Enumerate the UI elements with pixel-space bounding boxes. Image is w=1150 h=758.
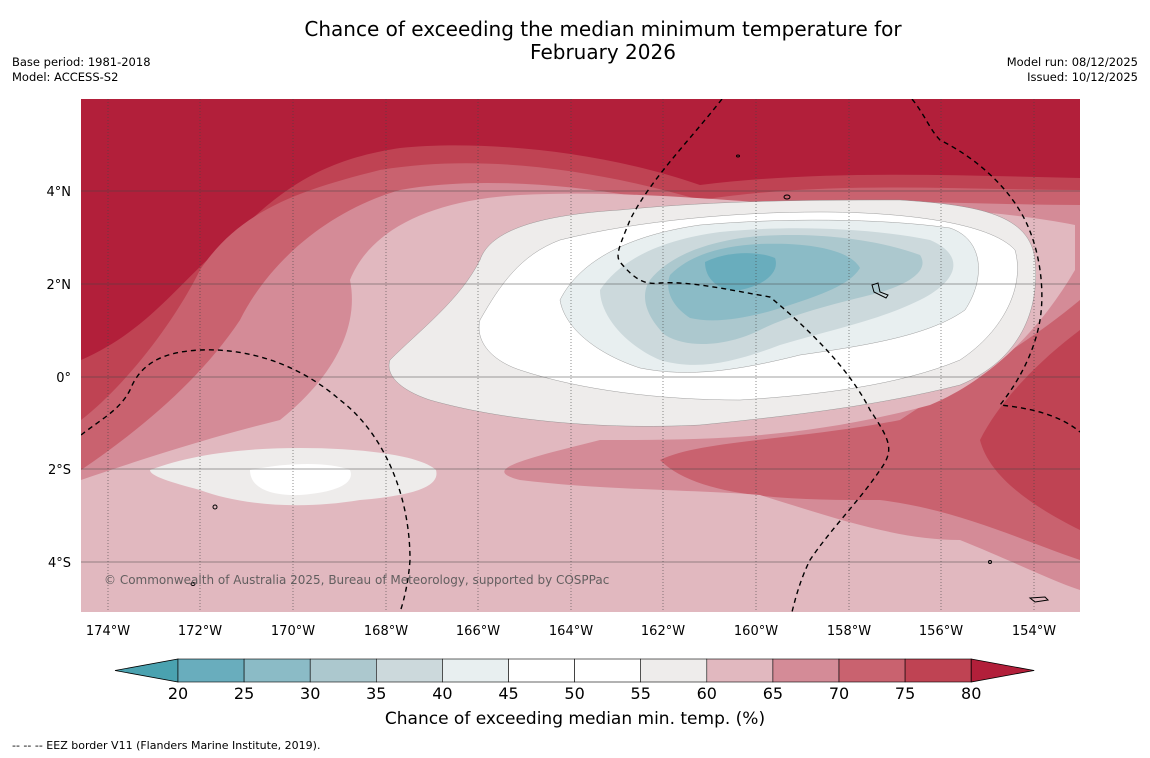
colorbar-bin	[508, 658, 575, 683]
colorbar-extend-low	[114, 658, 179, 683]
lon-label: 156°W	[919, 624, 963, 639]
meta-left: Base period: 1981-2018 Model: ACCESS-S2	[12, 55, 151, 85]
field-50b	[250, 464, 351, 496]
colorbar-bin	[309, 658, 377, 683]
lat-label: 4°N	[47, 185, 72, 200]
colorbar-tick-label: 40	[432, 684, 452, 703]
map-area: © Commonwealth of Australia 2025, Bureau…	[81, 99, 1080, 612]
lon-label: 174°W	[86, 624, 130, 639]
lon-labels: 174°W 172°W 170°W 168°W 166°W 164°W 162°…	[86, 624, 1056, 639]
lat-label: 0°	[56, 371, 71, 386]
colorbar-tick-label: 80	[961, 684, 981, 703]
colorbar-bin	[640, 658, 708, 683]
colorbar-tick-label: 35	[366, 684, 386, 703]
lon-label: 170°W	[271, 624, 315, 639]
colorbar-bin	[706, 658, 774, 683]
colorbar-bin	[838, 658, 906, 683]
colorbar-bin	[243, 658, 311, 683]
lon-label: 162°W	[641, 624, 685, 639]
colorbar-tick-label: 50	[564, 684, 584, 703]
lon-label: 158°W	[827, 624, 871, 639]
lon-label: 166°W	[456, 624, 500, 639]
title-line-1: Chance of exceeding the median minimum t…	[304, 17, 902, 41]
lon-label: 164°W	[549, 624, 593, 639]
colorbar-bin	[574, 658, 641, 683]
colorbar-tick-label: 55	[631, 684, 651, 703]
lon-label: 168°W	[364, 624, 408, 639]
colorbar-tick-label: 20	[168, 684, 188, 703]
field-25	[705, 253, 776, 291]
colorbar-tick-label: 75	[895, 684, 915, 703]
map-title: Chance of exceeding the median minimum t…	[0, 18, 1150, 64]
colorbar-tick-label: 60	[697, 684, 717, 703]
lon-label: 172°W	[178, 624, 222, 639]
meta-right: Model run: 08/12/2025 Issued: 10/12/2025	[1007, 55, 1138, 85]
copyright-text: © Commonwealth of Australia 2025, Bureau…	[104, 573, 609, 587]
islands	[190, 154, 1050, 603]
base-period: Base period: 1981-2018	[12, 55, 151, 69]
model-name: Model: ACCESS-S2	[12, 70, 119, 84]
lat-label: 2°N	[47, 278, 72, 293]
colorbar-tick-label: 25	[234, 684, 254, 703]
lon-label: 154°W	[1012, 624, 1056, 639]
lat-label: 4°S	[48, 556, 71, 571]
colorbar-bin	[375, 658, 443, 683]
colorbar-label: Chance of exceeding median min. temp. (%…	[384, 709, 766, 729]
colorbar-tick-label: 65	[763, 684, 783, 703]
lat-label: 2°S	[48, 463, 71, 478]
model-run: Model run: 08/12/2025	[1006, 55, 1138, 69]
colorbar-bin	[442, 658, 509, 683]
issued-date: Issued: 10/12/2025	[1027, 70, 1138, 84]
eez-legend-note: -- -- -- EEZ border V11 (Flanders Marine…	[12, 739, 321, 752]
colorbar-bin	[904, 658, 972, 683]
colorbar-tick-label: 70	[829, 684, 849, 703]
colorbar-bin	[177, 658, 245, 683]
colorbar-tick-label: 45	[498, 684, 518, 703]
colorbar-extend-high	[970, 658, 1035, 683]
title-line-2: February 2026	[530, 40, 676, 64]
lat-labels: 4°N 2°N 0° 2°S 4°S	[47, 185, 72, 571]
colorbar: 20 25 30 35 40 45 50 55 60 65 70 75 80	[114, 658, 1035, 703]
colorbar-bin	[772, 658, 840, 683]
graticule-lat	[81, 190, 1080, 563]
colorbar-tick-label: 30	[300, 684, 320, 703]
lon-label: 160°W	[734, 624, 778, 639]
eez-borders	[81, 99, 1080, 612]
